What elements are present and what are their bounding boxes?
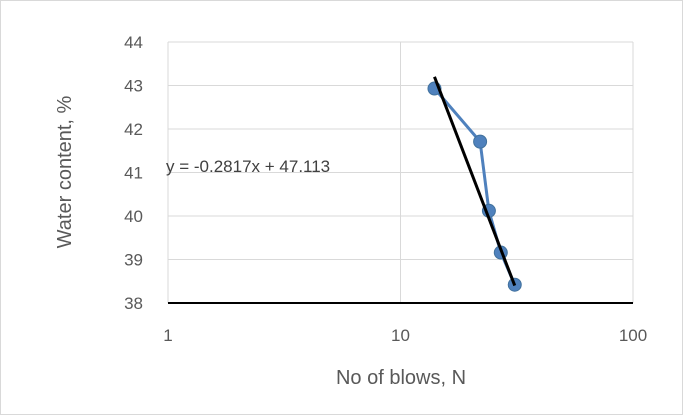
y-axis-title: Water content, % <box>54 95 76 248</box>
trendline-line <box>433 76 517 287</box>
y-tick-label: 38 <box>124 294 143 313</box>
x-tick-label: 100 <box>619 326 647 345</box>
y-tick-label: 39 <box>124 251 143 270</box>
x-axis-title: No of blows, N <box>336 367 466 389</box>
y-tick-label: 41 <box>124 164 143 183</box>
trendline-equation: y = -0.2817x + 47.113 <box>166 157 330 176</box>
y-tick-label: 44 <box>124 33 143 52</box>
y-tick-label: 42 <box>124 120 143 139</box>
tick-labels: 38 39 40 41 42 43 44 1 10 100 <box>124 33 647 345</box>
gridlines <box>167 41 634 303</box>
x-tick-label: 10 <box>391 326 410 345</box>
y-tick-label: 43 <box>124 77 143 96</box>
data-point <box>473 134 488 149</box>
trendline <box>433 76 517 287</box>
x-tick-label: 1 <box>163 326 172 345</box>
y-tick-label: 40 <box>124 207 143 226</box>
